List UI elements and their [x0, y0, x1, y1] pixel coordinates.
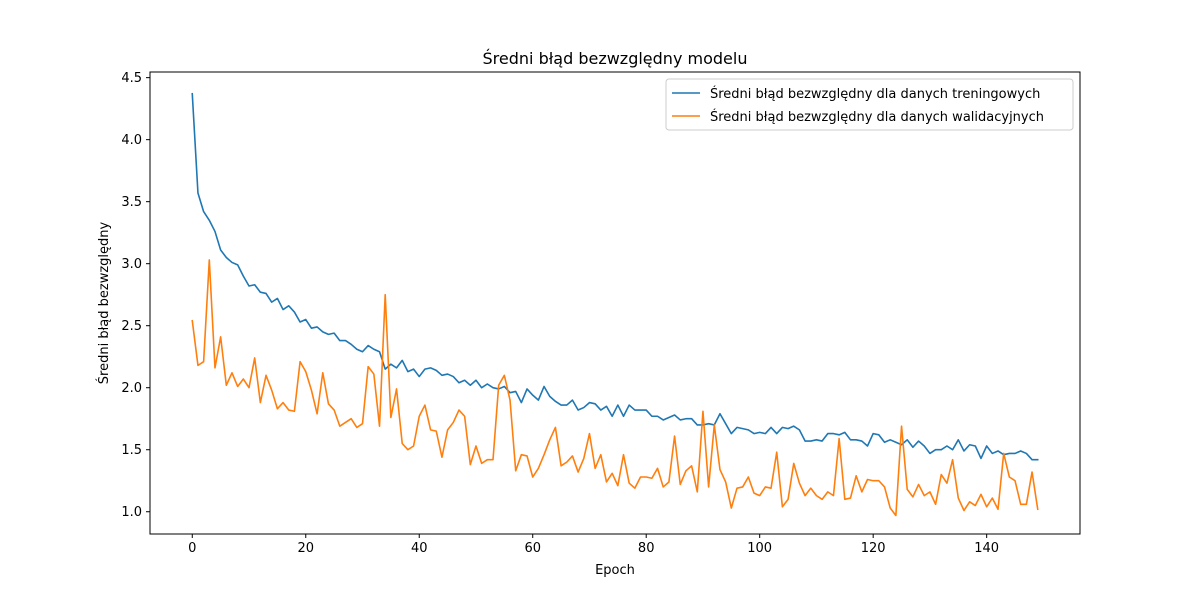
y-tick-label: 1.5 [121, 443, 142, 458]
chart-title: Średni błąd bezwzględny modelu [483, 49, 748, 68]
y-tick-label: 4.0 [121, 133, 142, 148]
y-tick-label: 3.0 [121, 257, 142, 272]
series-line-1 [191, 259, 1039, 517]
x-tick-label: 40 [411, 541, 428, 556]
series-line-0 [191, 92, 1039, 461]
x-tick-label: 60 [524, 541, 541, 556]
x-tick-label: 140 [974, 541, 999, 556]
x-tick-label: 120 [861, 541, 886, 556]
y-tick-label: 3.5 [121, 195, 142, 210]
legend-label-1: Średni błąd bezwzględny dla danych walid… [710, 109, 1044, 125]
x-tick-label: 80 [638, 541, 655, 556]
x-tick-label: 100 [747, 541, 772, 556]
y-axis: 1.0 1.5 2.0 2.5 3.0 3.5 4.0 4.5 [121, 71, 150, 520]
y-tick-label: 2.5 [121, 319, 142, 334]
plot-frame [149, 71, 1081, 535]
legend: Średni błąd bezwzględny dla danych treni… [665, 78, 1074, 131]
legend-box [665, 78, 1074, 131]
x-tick-label: 20 [297, 541, 314, 556]
x-axis-label: Epoch [595, 563, 635, 578]
y-tick-label: 4.5 [121, 71, 142, 86]
y-axis-label: Średni błąd bezwzględny [96, 221, 112, 384]
y-tick-label: 1.0 [121, 505, 142, 520]
x-tick-label: 0 [188, 541, 196, 556]
x-axis: 0 20 40 60 80 100 120 140 [188, 534, 999, 556]
legend-label-0: Średni błąd bezwzględny dla danych treni… [710, 86, 1040, 102]
plot-area [191, 92, 1039, 517]
y-tick-label: 2.0 [121, 381, 142, 396]
